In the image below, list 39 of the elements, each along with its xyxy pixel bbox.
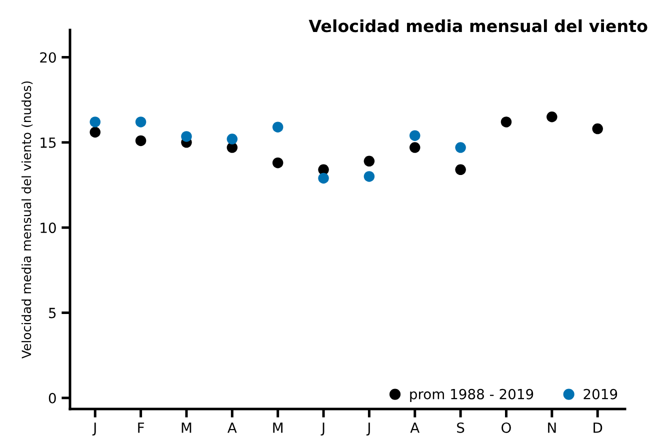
chart-title: Velocidad media mensual del viento xyxy=(308,19,648,32)
point xyxy=(409,130,420,141)
point xyxy=(135,116,146,128)
point xyxy=(455,164,466,176)
point xyxy=(409,142,420,153)
y-tick-label: 15 xyxy=(40,138,56,148)
point xyxy=(592,123,603,134)
point xyxy=(272,157,284,168)
x-tick-label: O xyxy=(502,422,511,433)
y-tick-label: 0 xyxy=(48,392,56,404)
point xyxy=(272,122,284,132)
x-tick-label: F xyxy=(138,422,144,433)
point xyxy=(364,171,375,182)
point xyxy=(90,116,101,128)
x-tick-label: J xyxy=(366,422,370,436)
legend-label: prom 1988 - 2019 xyxy=(410,388,534,402)
point xyxy=(135,135,146,146)
y-axis-title: Velocidad media mensual del viento (nudos) xyxy=(21,81,33,359)
point xyxy=(90,126,101,138)
y-tick-label: 20 xyxy=(40,52,56,63)
point xyxy=(181,131,192,142)
x-tick-label: J xyxy=(92,422,96,436)
x-tick-label: N xyxy=(548,422,556,433)
x-tick-label: M xyxy=(273,422,282,433)
legend-label: 2019 xyxy=(584,388,618,400)
point xyxy=(364,156,375,167)
point xyxy=(318,172,329,184)
x-tick-label: J xyxy=(320,422,324,436)
point xyxy=(455,142,466,153)
y-tick-label: 5 xyxy=(49,308,56,318)
x-tick-label: S xyxy=(457,422,464,433)
y-tick-label: 10 xyxy=(40,222,56,234)
x-tick-label: A xyxy=(228,422,237,433)
x-tick-label: A xyxy=(410,422,420,433)
point xyxy=(546,111,558,122)
x-tick-label: M xyxy=(182,422,192,433)
point xyxy=(500,116,512,128)
point xyxy=(226,134,238,144)
x-tick-label: D xyxy=(594,422,602,433)
